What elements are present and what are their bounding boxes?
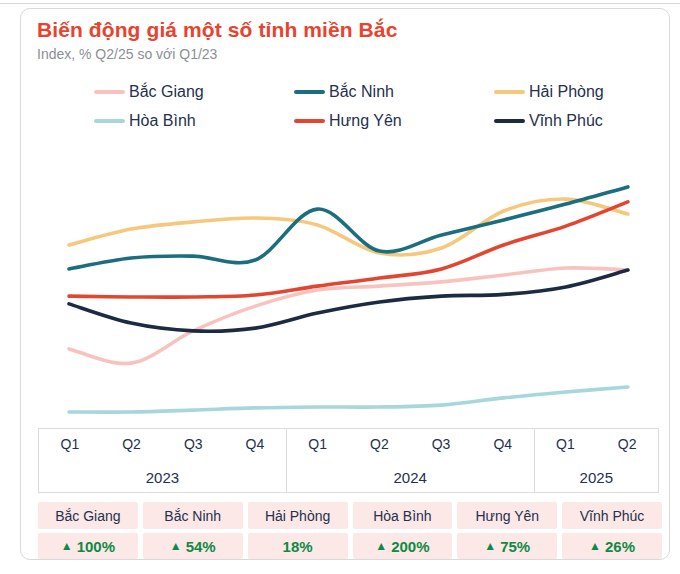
quarter-label: Q2 xyxy=(349,436,411,452)
legend-swatch-icon xyxy=(94,90,125,94)
change-value: 75% xyxy=(500,538,530,555)
legend-swatch-icon xyxy=(494,119,525,123)
legend-label: Vĩnh Phúc xyxy=(529,112,603,130)
quarter-label: Q4 xyxy=(224,436,286,452)
page-top-divider xyxy=(0,3,680,4)
legend-swatch-icon xyxy=(94,119,125,123)
summary-label-bac-giang: Bắc Giang xyxy=(38,502,138,529)
line-bac-giang xyxy=(69,268,628,364)
change-value: 200% xyxy=(391,538,429,555)
summary-table: Bắc GiangBắc NinhHải PhòngHòa BìnhHưng Y… xyxy=(38,502,662,559)
legend-swatch-icon xyxy=(294,119,325,123)
legend-swatch-icon xyxy=(494,90,525,94)
quarter-label: Q2 xyxy=(596,436,658,452)
line-hung-yen xyxy=(69,202,628,297)
summary-label-vinh-phuc: Vĩnh Phúc xyxy=(562,502,662,529)
x-axis-group-2023: Q1Q2Q3Q4 2023 xyxy=(39,429,287,492)
page: Biến động giá một số tỉnh miền Bắc Index… xyxy=(0,0,680,574)
quarter-labels: Q1Q2Q3Q4 xyxy=(39,436,286,452)
legend-item-hoa-binh: Hòa Bình xyxy=(94,107,294,135)
line-vinh-phuc xyxy=(69,270,628,331)
summary-label-bac-ninh: Bắc Ninh xyxy=(143,502,243,529)
line-hoa-binh xyxy=(69,387,628,412)
quarter-labels: Q1Q2 xyxy=(535,436,658,452)
change-value: 18% xyxy=(283,538,313,555)
page-title: Biến động giá một số tỉnh miền Bắc xyxy=(37,18,397,42)
legend-label: Hải Phòng xyxy=(529,83,604,101)
quarter-label: Q2 xyxy=(101,436,163,452)
legend-item-bac-ninh: Bắc Ninh xyxy=(294,78,494,106)
summary-value-vinh-phuc: ▲ 26% xyxy=(562,533,662,559)
quarter-label: Q4 xyxy=(472,436,534,452)
summary-label-hung-yen: Hưng Yên xyxy=(457,502,557,529)
x-axis-group-2024: Q1Q2Q3Q4 2024 xyxy=(287,429,535,492)
legend-label: Hòa Bình xyxy=(129,112,196,130)
line-bac-ninh xyxy=(69,187,628,269)
summary-value-hai-phong: 18% xyxy=(248,533,348,559)
up-triangle-icon: ▲ xyxy=(484,539,496,553)
up-triangle-icon: ▲ xyxy=(170,539,182,553)
chart-card: Biến động giá một số tỉnh miền Bắc Index… xyxy=(20,8,670,560)
summary-label-hai-phong: Hải Phòng xyxy=(248,502,348,529)
year-label: 2023 xyxy=(39,469,286,486)
legend-item-hung-yen: Hưng Yên xyxy=(294,107,494,135)
year-label: 2025 xyxy=(535,469,658,486)
quarter-label: Q3 xyxy=(162,436,224,452)
legend-label: Bắc Ninh xyxy=(329,83,394,101)
legend-label: Hưng Yên xyxy=(329,112,402,130)
summary-value-hoa-binh: ▲ 200% xyxy=(353,533,453,559)
summary-value-bac-giang: ▲ 100% xyxy=(38,533,138,559)
x-axis-group-2025: Q1Q2 2025 xyxy=(535,429,658,492)
x-axis: Q1Q2Q3Q42023Q1Q2Q3Q42024Q1Q22025 xyxy=(38,428,659,493)
quarter-label: Q1 xyxy=(535,436,597,452)
change-value: 54% xyxy=(186,538,216,555)
up-triangle-icon: ▲ xyxy=(61,539,73,553)
line-hai-phong xyxy=(69,199,628,255)
legend-item-hai-phong: Hải Phòng xyxy=(494,78,654,106)
quarter-label: Q1 xyxy=(39,436,101,452)
up-triangle-icon: ▲ xyxy=(589,539,601,553)
year-label: 2024 xyxy=(287,469,534,486)
quarter-label: Q1 xyxy=(287,436,349,452)
legend-item-vinh-phuc: Vĩnh Phúc xyxy=(494,107,654,135)
legend-label: Bắc Giang xyxy=(129,83,204,101)
summary-label-hoa-binh: Hòa Bình xyxy=(353,502,453,529)
chart-legend: Bắc Giang Bắc Ninh Hải Phòng Hòa Bình Hưng Y… xyxy=(94,78,654,135)
page-subtitle: Index, % Q2/25 so với Q1/23 xyxy=(37,46,217,62)
quarter-label: Q3 xyxy=(410,436,472,452)
up-triangle-icon: ▲ xyxy=(375,539,387,553)
change-value: 26% xyxy=(605,538,635,555)
legend-swatch-icon xyxy=(294,90,325,94)
summary-value-hung-yen: ▲ 75% xyxy=(457,533,557,559)
quarter-labels: Q1Q2Q3Q4 xyxy=(287,436,534,452)
summary-value-bac-ninh: ▲ 54% xyxy=(143,533,243,559)
legend-item-bac-giang: Bắc Giang xyxy=(94,78,294,106)
change-value: 100% xyxy=(77,538,115,555)
